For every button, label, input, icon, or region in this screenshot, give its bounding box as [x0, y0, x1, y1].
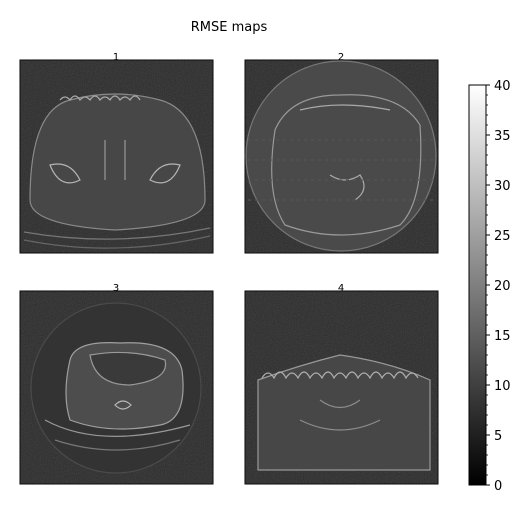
colorbar-ticks: 0 5 10 15 20 25 30 35 40 [486, 79, 511, 494]
colorbar-tick-label: 5 [494, 429, 502, 444]
colorbar-tick-label: 20 [494, 279, 511, 294]
colorbar-tick-label: 10 [494, 379, 511, 394]
panel-1-title: 1 [113, 52, 119, 63]
colorbar-gradient [468, 84, 487, 486]
colorbar-tick-label: 35 [494, 129, 511, 144]
panel-2-title: 2 [338, 52, 344, 63]
colorbar-tick-label: 40 [494, 79, 511, 94]
panel-3-title: 3 [113, 283, 119, 294]
panel-1-anatomy [23, 93, 211, 249]
colorbar: 0 5 10 15 20 25 30 35 40 [468, 79, 511, 494]
panel-4-anatomy [257, 354, 431, 471]
panel-3: 3 [19, 283, 214, 485]
colorbar-tick-label: 25 [494, 229, 511, 244]
colorbar-tick-label: 30 [494, 179, 511, 194]
panel-4: 4 [244, 283, 439, 485]
panel-3-anatomy [30, 302, 202, 474]
colorbar-tick-label: 0 [494, 479, 502, 494]
panel-1: 1 [19, 52, 214, 254]
colorbar-tick-label: 15 [494, 329, 511, 344]
panel-4-title: 4 [338, 283, 344, 294]
panel-2-anatomy [245, 60, 437, 252]
panel-2: 2 [244, 52, 439, 254]
figure-title: RMSE maps [191, 20, 268, 35]
